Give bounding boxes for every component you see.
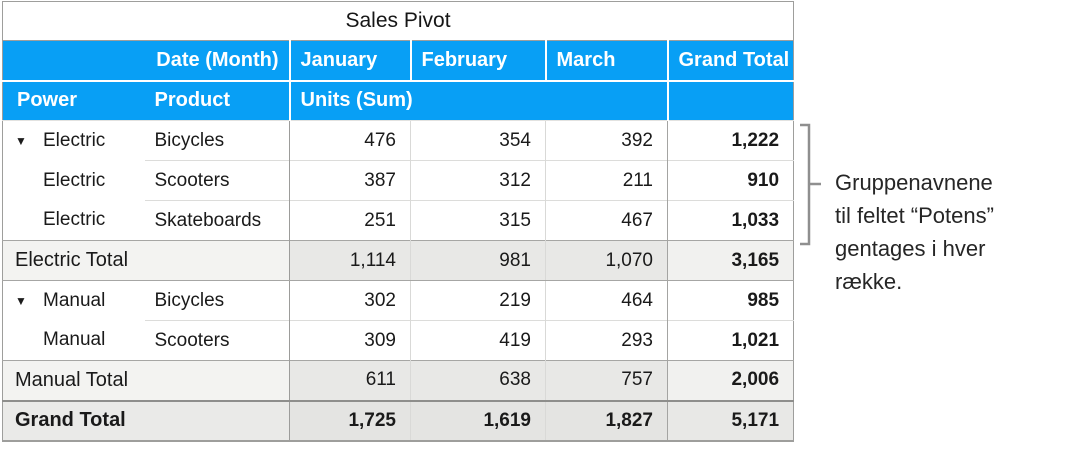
group-bracket-icon (800, 123, 821, 246)
cell-january[interactable]: 309 (289, 320, 411, 361)
cell-march[interactable]: 293 (545, 320, 668, 361)
table-row: Electric Scooters 387 312 211 910 (2, 160, 794, 201)
header-grand-total-blank-cell[interactable] (666, 80, 794, 121)
header-grand-total[interactable]: Grand Total (666, 40, 794, 82)
group-cell[interactable]: ▼ Manual (2, 280, 145, 321)
header-march[interactable]: March (544, 40, 668, 82)
cell-january[interactable]: 251 (289, 200, 411, 241)
total-label-cell[interactable]: Electric Total (2, 240, 290, 281)
annotation-line: Gruppenavnene (835, 170, 993, 195)
group-label: Electric (43, 169, 106, 191)
header-january[interactable]: January (288, 40, 411, 82)
total-row: Manual Total 611 638 757 2,006 (2, 360, 794, 401)
cell-march[interactable]: 1,070 (545, 240, 668, 281)
cell-february[interactable]: 638 (410, 360, 546, 401)
cell-january[interactable]: 387 (289, 160, 411, 201)
cell-grand-total[interactable]: 985 (666, 280, 794, 321)
cell-grand-total[interactable]: 1,033 (666, 200, 794, 241)
header-date-month[interactable]: Date (Month) (2, 40, 290, 82)
group-label: Manual (43, 289, 106, 311)
cell-february[interactable]: 1,619 (410, 399, 546, 441)
group-cell[interactable]: ▼ Electric (2, 120, 145, 161)
cell-march[interactable]: 211 (545, 160, 668, 201)
cell-march[interactable]: 467 (545, 200, 668, 241)
table-row: Electric Skateboards 251 315 467 1,033 (2, 200, 794, 241)
disclosure-triangle-icon[interactable]: ▼ (15, 133, 27, 148)
table-row: ▼ Electric Bicycles 476 354 392 1,222 (2, 120, 794, 161)
header-power[interactable]: Power (2, 80, 145, 121)
cell-grand-total[interactable]: 1,222 (666, 120, 794, 161)
cell-february[interactable]: 981 (410, 240, 546, 281)
cell-march[interactable]: 1,827 (545, 399, 668, 441)
cell-grand-total[interactable]: 5,171 (666, 399, 794, 441)
table-title[interactable]: Sales Pivot (2, 1, 794, 41)
cell-march[interactable]: 464 (545, 280, 668, 321)
header-february[interactable]: February (409, 40, 546, 82)
total-label-cell[interactable]: Manual Total (2, 360, 290, 401)
header-product[interactable]: Product (144, 80, 290, 121)
cell-february[interactable]: 419 (410, 320, 546, 361)
grand-total-row: Grand Total 1,725 1,619 1,827 5,171 (2, 399, 794, 441)
disclosure-triangle-icon[interactable]: ▼ (15, 293, 27, 308)
annotation-line: række. (835, 269, 903, 294)
group-label: Manual (43, 329, 106, 351)
cell-january[interactable]: 302 (289, 280, 411, 321)
annotation-line: gentages i hver (835, 236, 986, 261)
product-cell[interactable]: Bicycles (144, 280, 290, 321)
cell-march[interactable]: 392 (545, 120, 668, 161)
cell-february[interactable]: 312 (410, 160, 546, 201)
cell-february[interactable]: 315 (410, 200, 546, 241)
table-row: ▼ Manual Bicycles 302 219 464 985 (2, 280, 794, 321)
cell-grand-total[interactable]: 3,165 (666, 240, 794, 281)
cell-grand-total[interactable]: 2,006 (666, 360, 794, 401)
grand-total-label-cell[interactable]: Grand Total (2, 399, 290, 441)
group-cell[interactable]: Manual (2, 320, 145, 361)
cell-grand-total[interactable]: 910 (666, 160, 794, 201)
product-cell[interactable]: Scooters (144, 160, 290, 201)
cell-february[interactable]: 354 (410, 120, 546, 161)
cell-march[interactable]: 757 (545, 360, 668, 401)
group-cell[interactable]: Electric (2, 200, 145, 241)
pivot-table: Sales Pivot Date (Month) January Februar… (2, 1, 795, 442)
group-label: Electric (43, 129, 106, 151)
annotation-line: til feltet “Potens” (835, 203, 994, 228)
group-cell[interactable]: Electric (2, 160, 145, 201)
product-cell[interactable]: Scooters (144, 320, 290, 361)
product-cell[interactable]: Bicycles (144, 120, 290, 161)
group-label: Electric (43, 209, 106, 231)
cell-february[interactable]: 219 (410, 280, 546, 321)
cell-january[interactable]: 476 (289, 120, 411, 161)
product-cell[interactable]: Skateboards (144, 200, 290, 241)
table-row: Manual Scooters 309 419 293 1,021 (2, 320, 794, 361)
cell-january[interactable]: 1,114 (289, 240, 411, 281)
annotation-text: Gruppenavnene til feltet “Potens” gentag… (835, 166, 1075, 298)
cell-january[interactable]: 1,725 (289, 399, 411, 441)
header-units-sum[interactable]: Units (Sum) (288, 80, 668, 121)
total-row: Electric Total 1,114 981 1,070 3,165 (2, 240, 794, 281)
cell-grand-total[interactable]: 1,021 (666, 320, 794, 361)
cell-january[interactable]: 611 (289, 360, 411, 401)
